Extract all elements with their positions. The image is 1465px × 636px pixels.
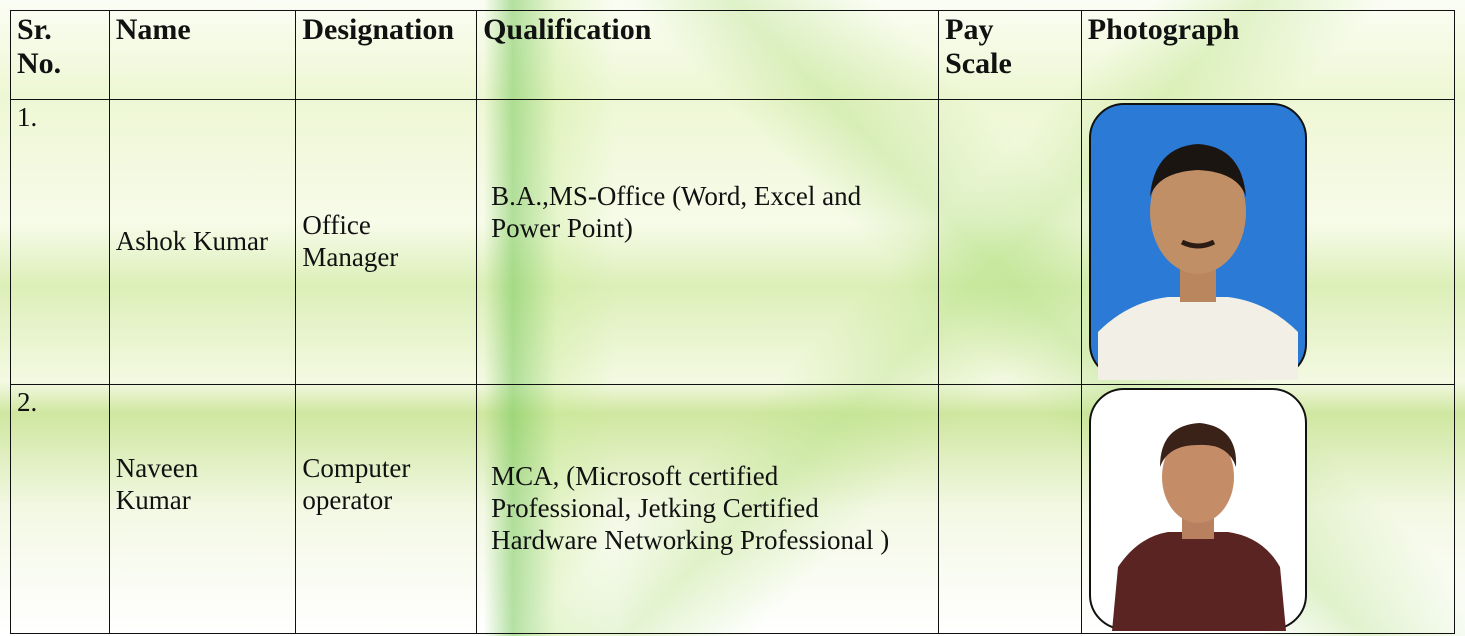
cell: Naveen Kumar <box>108 384 297 634</box>
cell-text: Office Manager <box>302 210 399 272</box>
cell: MCA, (Microsoft certified Professional, … <box>476 384 940 634</box>
header-text: Sr. No. <box>17 13 62 80</box>
header-cell: Designation <box>295 10 478 100</box>
cell <box>938 99 1082 385</box>
cell: B.A.,MS-Office (Word, Excel and Power Po… <box>476 99 940 385</box>
cell-text: Computer operator <box>302 453 411 515</box>
row: 1. Ashok Kumar Office Manager B.A.,MS-Of… <box>10 99 1456 385</box>
header-cell: Qualification <box>476 10 940 100</box>
header-cell: Name <box>108 10 297 100</box>
cell: Computer operator <box>295 384 478 634</box>
cell: Office Manager <box>295 99 478 385</box>
header-cell: Sr. No. <box>10 10 110 100</box>
cell: Ashok Kumar <box>108 99 297 385</box>
row: 2. Naveen Kumar Computer operator MCA, (… <box>10 384 1456 634</box>
staff-table: Sr. No. Name Designation Qualification P… <box>10 10 1456 634</box>
header-row: Sr. No. Name Designation Qualification P… <box>10 10 1456 100</box>
cell <box>1080 99 1456 385</box>
cell <box>938 384 1082 634</box>
cell: 1. <box>10 99 110 385</box>
photo <box>1088 388 1307 631</box>
cell: 2. <box>10 384 110 634</box>
cell <box>1080 384 1456 634</box>
header-text: Pay Scale <box>945 13 1012 80</box>
header-cell: Photograph <box>1080 10 1456 100</box>
header-cell: Pay Scale <box>938 10 1082 100</box>
photo <box>1088 103 1307 380</box>
cell-text: Naveen Kumar <box>115 453 199 515</box>
